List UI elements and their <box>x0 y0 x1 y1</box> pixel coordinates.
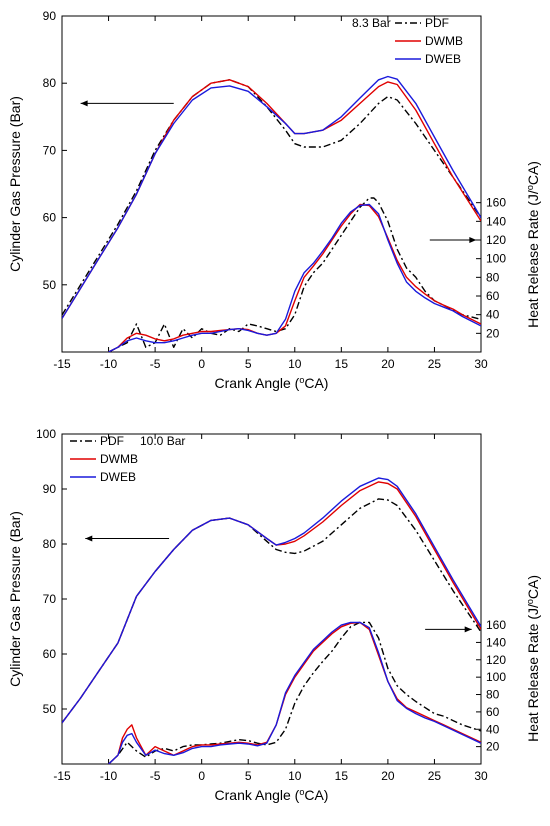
plot-area <box>62 75 481 352</box>
x-tick-label: 15 <box>335 769 349 783</box>
legend-label-pdf: PDF <box>100 434 124 448</box>
x-axis-title: Crank Angle (oCA) <box>215 787 329 803</box>
series-line-pdf-right <box>108 621 481 764</box>
y-left-tick-label: 90 <box>43 9 57 23</box>
y-left-tick-label: 80 <box>43 537 57 551</box>
y-left-tick-label: 100 <box>36 427 56 441</box>
label-part: CA) <box>304 375 328 391</box>
y-right-tick-label: 80 <box>486 270 500 284</box>
x-tick-label: 20 <box>381 357 395 371</box>
y-left-tick-label: 50 <box>43 278 57 292</box>
series-line-pdf-left <box>62 79 481 316</box>
x-tick-label: 0 <box>198 769 205 783</box>
x-tick-label: 25 <box>428 357 442 371</box>
y-right-tick-label: 160 <box>486 618 506 632</box>
series-line-dwmb-left <box>62 79 481 319</box>
chart-1: -15 -10 -5 0 5 10 15 20 25 30 50 60 70 80 90 20 40 60 80 10… <box>7 9 541 391</box>
y-left-tick-label: 70 <box>43 592 57 606</box>
x-tick-label: -10 <box>100 357 118 371</box>
y-right-tick-label: 80 <box>486 688 500 702</box>
label-part: Crank Angle ( <box>215 787 300 803</box>
x-tick-label: -15 <box>53 769 71 783</box>
legend: PDF DWMB DWEB <box>70 434 138 484</box>
degree-sign: o <box>299 375 304 385</box>
x-tick-label: 0 <box>198 357 205 371</box>
y-right-tick-label: 120 <box>486 653 506 667</box>
y-right-axis-title: Heat Release Rate (J/oCA) <box>525 575 541 742</box>
y-left-axis-title: Cylinder Gas Pressure (Bar) <box>7 511 23 687</box>
series-line-dweb-left <box>62 477 481 724</box>
plot-frame <box>61 15 482 353</box>
y-right-tick-label: 40 <box>486 308 500 322</box>
y-right-tick-label: 140 <box>486 214 506 228</box>
plot-area <box>62 477 481 764</box>
x-tick-label: 30 <box>474 357 488 371</box>
y-right-tick-label: 160 <box>486 196 506 210</box>
legend-label-dweb: DWEB <box>100 470 136 484</box>
x-tick-label: 10 <box>288 769 302 783</box>
y-left-tick-label: 50 <box>43 702 57 716</box>
legend-label-dwmb: DWMB <box>100 452 138 466</box>
label-part: CA) <box>525 575 541 599</box>
y-left-tick-label: 60 <box>43 211 57 225</box>
y-right-tick-label: 20 <box>486 326 500 340</box>
chart-2: -15 -10 -5 0 5 10 15 20 25 30 50 60 70 80 90 100 20 40 60 8… <box>7 427 541 803</box>
series-line-dweb-right <box>108 203 481 352</box>
label-part: CA) <box>304 787 328 803</box>
legend: PDF DWMB DWEB <box>395 16 463 66</box>
degree-sign: o <box>525 185 535 190</box>
series-line-pdf-right <box>108 197 481 352</box>
x-tick-label: 30 <box>474 769 488 783</box>
y-left-tick-label: 60 <box>43 647 57 661</box>
arrow-right-axis-head <box>469 237 477 243</box>
legend-label-dwmb: DWMB <box>425 34 463 48</box>
y-right-axis-title: Heat Release Rate (J/oCA) <box>525 161 541 328</box>
x-tick-label: 10 <box>288 357 302 371</box>
series-line-dweb-right <box>108 621 481 764</box>
y-right-tick-label: 140 <box>486 635 506 649</box>
y-right-tick-label: 60 <box>486 289 500 303</box>
y-right-tick-label: 60 <box>486 705 500 719</box>
degree-sign: o <box>525 599 535 604</box>
series-line-dweb-left <box>62 75 481 319</box>
arrow-left-axis-head <box>80 100 88 107</box>
condition-label: 10.0 Bar <box>140 434 185 448</box>
series-line-pdf-left <box>62 498 481 724</box>
degree-sign: o <box>299 787 304 797</box>
series-line-dwmb-right <box>108 621 481 764</box>
arrow-left-axis-head <box>85 535 93 542</box>
y-right-tick-label: 20 <box>486 740 500 754</box>
label-part: Crank Angle ( <box>215 375 300 391</box>
label-part: CA) <box>525 161 541 185</box>
x-tick-label: -5 <box>150 357 161 371</box>
label-part: Heat Release Rate (J/ <box>525 604 541 742</box>
y-left-tick-label: 90 <box>43 482 57 496</box>
y-right-tick-label: 120 <box>486 233 506 247</box>
label-part: Heat Release Rate (J/ <box>525 190 541 328</box>
legend-label-pdf: PDF <box>425 16 449 30</box>
arrow-right-axis-head <box>464 626 472 633</box>
series-line-dwmb-right <box>108 203 481 352</box>
x-tick-label: 20 <box>381 769 395 783</box>
x-tick-label: -10 <box>100 769 118 783</box>
y-right-tick-label: 40 <box>486 722 500 736</box>
x-tick-label: 5 <box>245 769 252 783</box>
y-left-tick-label: 80 <box>43 76 57 90</box>
x-tick-label: -5 <box>150 769 161 783</box>
x-tick-label: -15 <box>53 357 71 371</box>
x-tick-label: 5 <box>245 357 252 371</box>
x-tick-label: 15 <box>335 357 349 371</box>
y-left-tick-label: 70 <box>43 143 57 157</box>
y-right-tick-label: 100 <box>486 252 506 266</box>
legend-label-dweb: DWEB <box>425 52 461 66</box>
y-left-axis-title: Cylinder Gas Pressure (Bar) <box>7 96 23 272</box>
condition-label: 8.3 Bar <box>352 16 391 30</box>
y-right-tick-label: 100 <box>486 670 506 684</box>
x-axis-title: Crank Angle (oCA) <box>215 375 329 391</box>
x-tick-label: 25 <box>428 769 442 783</box>
